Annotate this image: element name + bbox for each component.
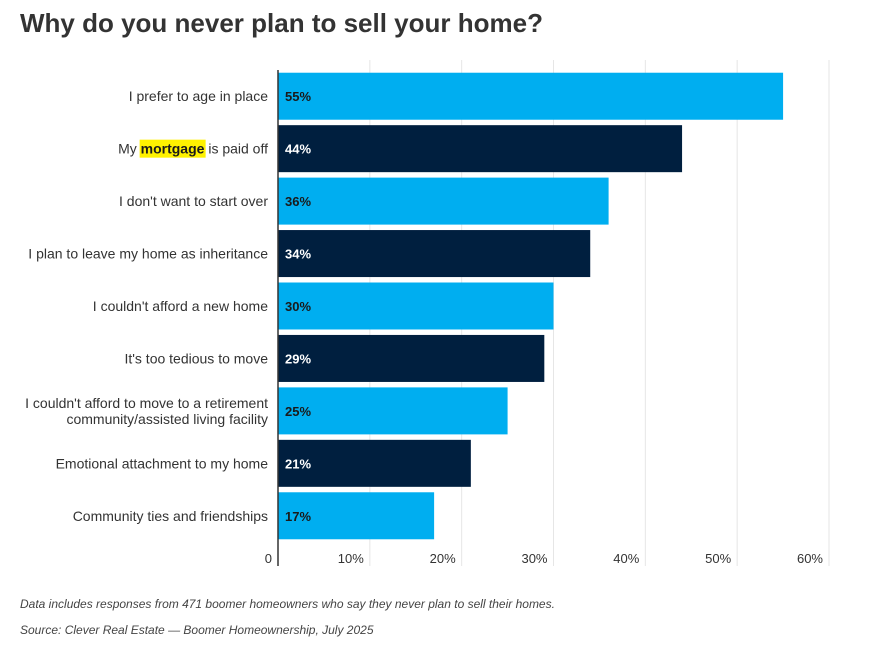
value-label: 30% [285, 299, 311, 314]
category-label: Community ties and friendships [73, 508, 268, 524]
bar [278, 387, 508, 435]
category-label: I plan to leave my home as inheritance [28, 246, 268, 262]
category-labels: I prefer to age in place My mortgage is p… [25, 88, 268, 524]
highlighted-word: mortgage [141, 141, 205, 157]
x-axis-ticks: 0 10% 20% 30% 40% 50% 60% [265, 551, 824, 566]
bar [278, 334, 545, 382]
value-label: 36% [285, 194, 311, 209]
bar [278, 492, 435, 540]
value-label: 34% [285, 247, 311, 262]
bar [278, 282, 554, 330]
bar [278, 177, 609, 225]
category-label-line: community/assisted living facility [66, 411, 268, 427]
category-label: Emotional attachment to my home [56, 455, 269, 471]
x-tick-label: 10% [338, 551, 364, 566]
value-label: 55% [285, 89, 311, 104]
chart-title: Why do you never plan to sell your home? [20, 8, 543, 38]
x-tick-label: 30% [521, 551, 547, 566]
x-tick-label: 0 [265, 551, 272, 566]
bar [278, 72, 784, 120]
bar [278, 230, 591, 278]
category-label: It's too tedious to move [124, 350, 268, 366]
value-label: 25% [285, 404, 311, 419]
bar [278, 439, 471, 487]
value-label: 29% [285, 351, 311, 366]
category-label-part: is paid off [204, 141, 268, 157]
footnote-data: Data includes responses from 471 boomer … [20, 597, 555, 611]
category-label-line: I couldn't afford to move to a retiremen… [25, 395, 268, 411]
x-tick-label: 60% [797, 551, 823, 566]
value-label: 17% [285, 509, 311, 524]
bars [278, 72, 784, 540]
value-label: 44% [285, 142, 311, 157]
category-label-part: My [118, 141, 141, 157]
x-tick-label: 50% [705, 551, 731, 566]
value-labels: 55% 44% 36% 34% 30% 29% 25% 21% 17% [285, 89, 311, 524]
bar [278, 125, 683, 173]
x-tick-label: 40% [613, 551, 639, 566]
value-label: 21% [285, 456, 311, 471]
x-tick-label: 20% [430, 551, 456, 566]
category-label: I prefer to age in place [129, 88, 269, 104]
category-label: I couldn't afford a new home [93, 298, 268, 314]
category-label: My mortgage is paid off [118, 141, 268, 157]
highlight-marker [139, 139, 206, 158]
footnote-source: Source: Clever Real Estate — Boomer Home… [20, 623, 374, 637]
category-label: I don't want to start over [119, 193, 268, 209]
